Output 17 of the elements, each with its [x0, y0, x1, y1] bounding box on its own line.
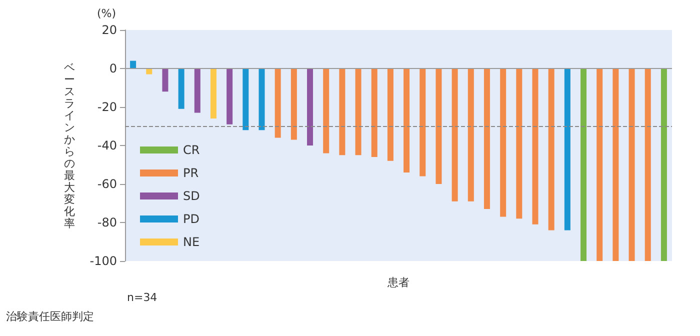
- y-tick-label: -100: [90, 254, 117, 268]
- legend-label: CR: [183, 143, 200, 157]
- y-tick-label: -60: [97, 177, 117, 191]
- x-axis-title: 患者: [386, 276, 410, 289]
- legend-label: SD: [183, 189, 200, 203]
- text: n=34: [127, 291, 158, 304]
- y-tick-label: -20: [97, 100, 117, 114]
- y-tick-label: 20: [102, 23, 117, 37]
- text: (%): [97, 7, 116, 20]
- y-tick-label: 0: [109, 62, 117, 76]
- legend-label: NE: [183, 235, 200, 249]
- legend-label: PD: [183, 212, 200, 226]
- y-tick-label: -80: [97, 216, 117, 230]
- text: ベースラインからの最大変化率: [64, 61, 75, 230]
- y-tick-label: -40: [97, 138, 117, 152]
- legend-label: PR: [183, 166, 199, 180]
- text: 治験責任医師判定: [6, 310, 94, 323]
